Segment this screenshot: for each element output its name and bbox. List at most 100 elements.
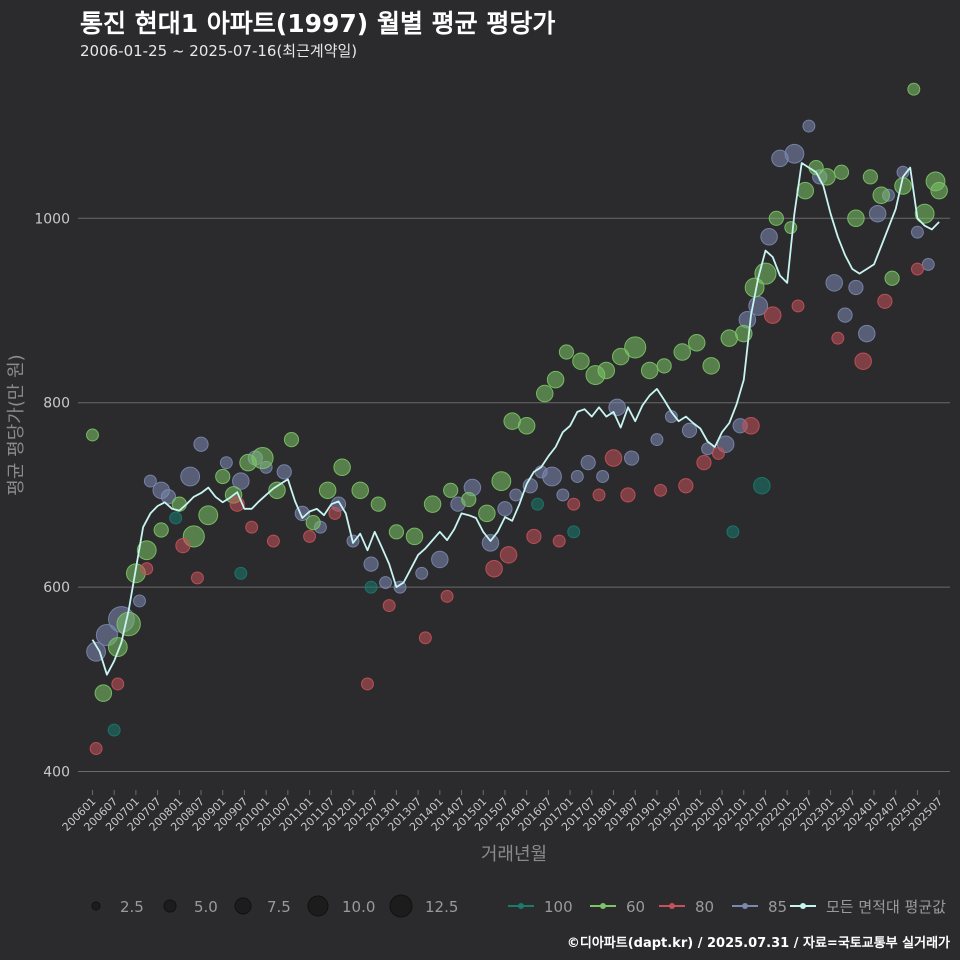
data-point-60 bbox=[687, 334, 706, 352]
size-legend-label: 7.5 bbox=[267, 898, 291, 916]
data-point-85 bbox=[363, 556, 379, 572]
data-point-60 bbox=[784, 221, 798, 234]
data-point-80 bbox=[654, 483, 667, 497]
data-point-100 bbox=[364, 580, 378, 594]
data-point-60 bbox=[640, 361, 659, 380]
chart-subtitle: 2006-01-25 ~ 2025-07-16(최근계약일) bbox=[80, 42, 358, 60]
data-point-60 bbox=[862, 169, 878, 185]
data-point-60 bbox=[517, 417, 536, 435]
data-point-100 bbox=[531, 497, 544, 511]
data-point-60 bbox=[153, 522, 169, 538]
data-point-85 bbox=[760, 228, 778, 246]
data-point-60 bbox=[914, 203, 935, 224]
source-caption: ©디아파트(dapt.kr) / 2025.07.31 / 자료=국토교통부 실… bbox=[566, 936, 950, 951]
data-point-80 bbox=[791, 299, 805, 313]
data-point-60 bbox=[215, 468, 231, 485]
color-legend-label: 60 bbox=[626, 898, 645, 916]
data-point-60 bbox=[443, 482, 459, 498]
data-point-85 bbox=[497, 501, 513, 517]
data-point-80 bbox=[877, 293, 893, 309]
size-legend-label: 12.5 bbox=[425, 898, 458, 916]
data-point-85 bbox=[556, 488, 570, 502]
data-point-80 bbox=[711, 446, 725, 460]
data-point-60 bbox=[333, 458, 351, 477]
color-legend-dot bbox=[742, 903, 748, 909]
data-point-60 bbox=[611, 347, 630, 366]
data-point-60 bbox=[720, 329, 739, 347]
data-point-80 bbox=[89, 742, 103, 755]
color-legend-label: 85 bbox=[768, 898, 787, 916]
data-point-85 bbox=[802, 119, 816, 133]
data-point-80 bbox=[604, 449, 623, 467]
data-point-60 bbox=[198, 505, 219, 526]
data-point-85 bbox=[542, 466, 562, 487]
data-point-80 bbox=[382, 599, 396, 613]
data-point-85 bbox=[180, 466, 201, 487]
data-point-80 bbox=[361, 677, 374, 691]
data-points bbox=[86, 82, 948, 755]
data-point-85 bbox=[143, 474, 157, 488]
data-point-60 bbox=[491, 471, 512, 492]
data-point-85 bbox=[701, 442, 715, 456]
data-point-80 bbox=[854, 352, 872, 370]
data-point-85 bbox=[219, 456, 233, 470]
chart-title: 통진 현대1 아파트(1997) 월별 평균 평당가 bbox=[80, 9, 556, 38]
data-point-80 bbox=[696, 455, 712, 471]
data-point-85 bbox=[232, 472, 250, 490]
data-point-80 bbox=[592, 488, 606, 502]
x-axis-title: 거래년월 bbox=[481, 844, 547, 865]
data-point-60 bbox=[388, 524, 405, 540]
data-point-60 bbox=[572, 352, 590, 370]
data-point-80 bbox=[485, 559, 503, 578]
data-point-100 bbox=[169, 511, 183, 525]
size-legend: 2.5 5.0 7.5 10.0 12.5 bbox=[91, 894, 458, 918]
data-point-85 bbox=[848, 279, 864, 296]
data-point-60 bbox=[351, 481, 369, 500]
data-point-80 bbox=[620, 487, 636, 503]
data-point-60 bbox=[116, 611, 141, 637]
size-legend-label: 5.0 bbox=[194, 898, 218, 916]
size-legend-dot bbox=[234, 897, 252, 915]
color-legend-label: 100 bbox=[544, 898, 573, 916]
size-legend-dot bbox=[91, 901, 101, 911]
average-line bbox=[91, 162, 940, 676]
data-point-80 bbox=[678, 478, 694, 494]
data-point-60 bbox=[656, 358, 672, 374]
grid-lines bbox=[78, 217, 950, 773]
data-point-60 bbox=[461, 491, 477, 508]
data-point-60 bbox=[847, 209, 865, 228]
data-point-85 bbox=[133, 594, 146, 608]
data-point-85 bbox=[650, 433, 664, 447]
data-point-85 bbox=[276, 464, 292, 480]
size-legend-label: 10.0 bbox=[342, 898, 375, 916]
data-point-60 bbox=[872, 186, 891, 205]
color-legend-dot bbox=[669, 903, 675, 909]
data-point-60 bbox=[833, 164, 850, 180]
data-point-60 bbox=[136, 540, 157, 561]
color-legend-dot bbox=[518, 903, 524, 909]
data-point-80 bbox=[245, 520, 259, 534]
data-point-60 bbox=[86, 428, 99, 442]
data-point-60 bbox=[503, 412, 521, 430]
data-point-85 bbox=[509, 488, 523, 502]
data-point-85 bbox=[580, 455, 596, 471]
data-point-80 bbox=[742, 417, 760, 435]
data-point-85 bbox=[393, 580, 407, 594]
data-point-80 bbox=[190, 571, 204, 585]
data-point-60 bbox=[558, 344, 575, 360]
data-point-80 bbox=[303, 529, 317, 543]
data-point-60 bbox=[251, 447, 274, 470]
color-legend-dot bbox=[800, 903, 806, 909]
data-point-85 bbox=[921, 257, 935, 271]
data-point-100 bbox=[567, 525, 581, 539]
data-point-80 bbox=[418, 631, 432, 645]
data-point-85 bbox=[910, 225, 924, 239]
data-point-60 bbox=[702, 357, 720, 375]
data-point-60 bbox=[478, 504, 496, 523]
data-point-60 bbox=[305, 514, 321, 531]
size-legend-label: 2.5 bbox=[120, 898, 144, 916]
x-axis-ticks: 2006012006072007012007072008012008072009… bbox=[60, 790, 945, 834]
data-point-60 bbox=[796, 181, 815, 200]
data-point-85 bbox=[481, 534, 500, 552]
data-point-85 bbox=[570, 470, 584, 483]
